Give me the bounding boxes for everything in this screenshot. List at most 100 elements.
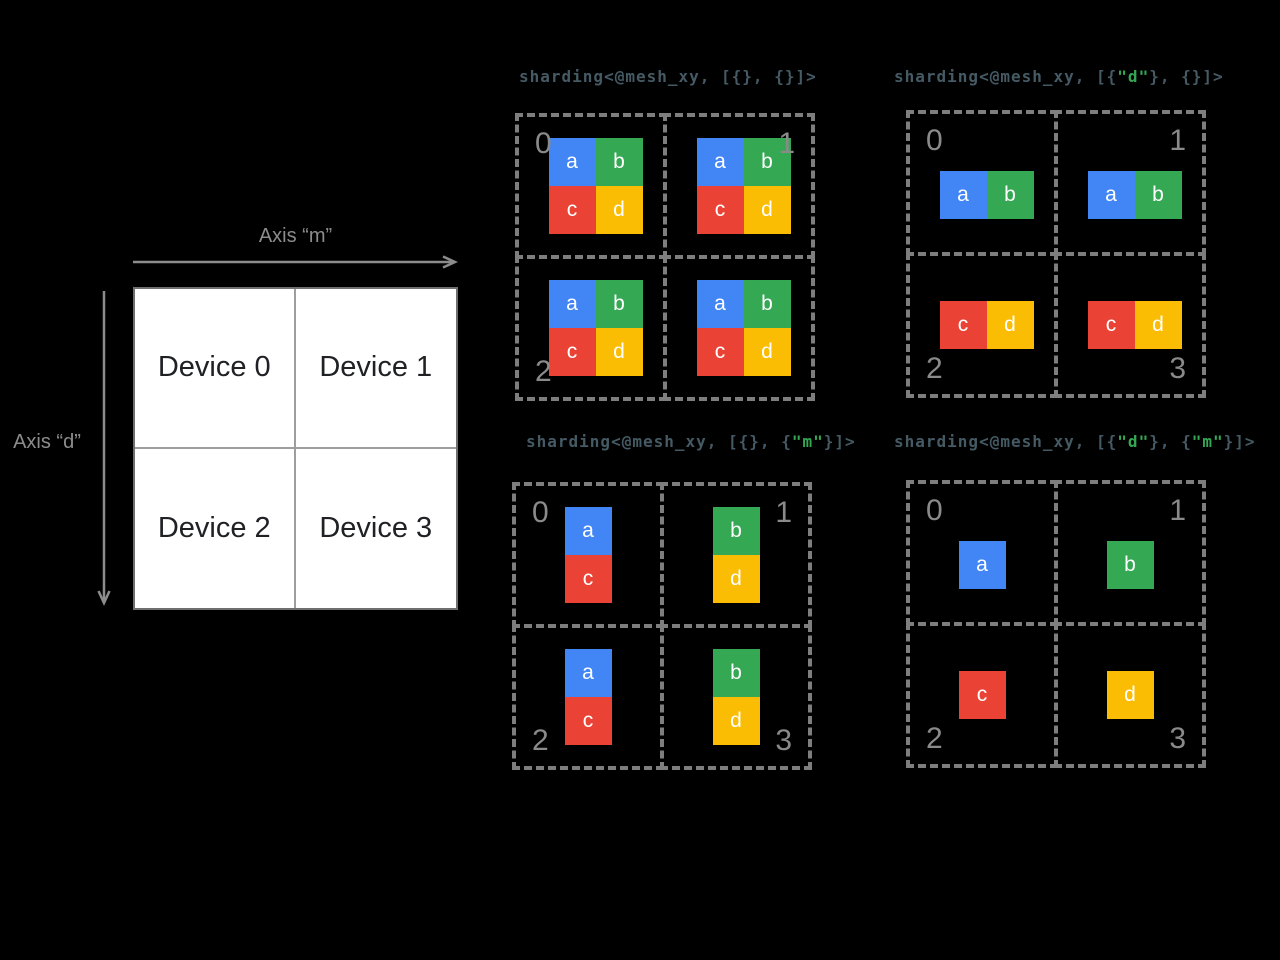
tensor-shard-block: d bbox=[1106, 671, 1154, 719]
tensor-tile-c: c bbox=[939, 301, 987, 349]
tensor-tile-a: a bbox=[958, 541, 1006, 589]
tensor-shard-block: b bbox=[1106, 541, 1154, 589]
sharding-annotation-dim1-m: sharding<@mesh_xy, [{}, {"m"}]> bbox=[526, 432, 856, 451]
tensor-tile-a: a bbox=[1087, 171, 1135, 219]
axis-d-label: Axis “d” bbox=[13, 431, 81, 453]
sharding-annotation-d-and-m: sharding<@mesh_xy, [{"d"}, {"m"}]> bbox=[894, 432, 1256, 451]
mesh-cell-device-1: Device 1 bbox=[295, 289, 456, 449]
device-number: 3 bbox=[1169, 352, 1186, 385]
tensor-tile-a: a bbox=[696, 280, 744, 328]
device-mesh-grid: Device 0 Device 1 Device 2 Device 3 bbox=[133, 287, 458, 610]
tensor-tile-d: d bbox=[743, 328, 791, 376]
device-number: 3 bbox=[1169, 722, 1186, 755]
code-text: }]> bbox=[823, 432, 856, 451]
tensor-tile-b: b bbox=[712, 507, 760, 555]
code-text: sharding<@mesh_xy, [{}, { bbox=[526, 432, 792, 451]
axis-m-label: Axis “m” bbox=[258, 225, 333, 247]
tensor-tile-c: c bbox=[548, 186, 596, 234]
mesh-cell-device-3: Device 3 bbox=[319, 511, 433, 544]
tensor-tile-c: c bbox=[1087, 301, 1135, 349]
tensor-tile-a: a bbox=[548, 280, 596, 328]
tensor-tile-b: b bbox=[1106, 541, 1154, 589]
tensor-tile-c: c bbox=[696, 328, 744, 376]
code-text: sharding<@mesh_xy, [{ bbox=[894, 432, 1118, 451]
axis-d-arrow-icon bbox=[97, 291, 111, 607]
device-number: 0 bbox=[926, 124, 943, 157]
tensor-tile-a: a bbox=[696, 138, 744, 186]
tensor-tile-a: a bbox=[564, 649, 612, 697]
tensor-tile-d: d bbox=[712, 697, 760, 745]
tensor-tile-d: d bbox=[1106, 671, 1154, 719]
device-number: 1 bbox=[1169, 494, 1186, 527]
tensor-tile-b: b bbox=[743, 280, 791, 328]
code-string: "d" bbox=[1117, 67, 1150, 86]
device-number: 1 bbox=[778, 127, 795, 160]
tensor-tile-b: b bbox=[595, 138, 643, 186]
tensor-shard-block: c bbox=[958, 671, 1006, 719]
device-number: 0 bbox=[532, 496, 549, 529]
device-number: 3 bbox=[775, 724, 792, 757]
tensor-tile-d: d bbox=[1134, 301, 1182, 349]
device-number: 0 bbox=[926, 494, 943, 527]
code-string: "m" bbox=[791, 432, 824, 451]
axis-m-arrow-icon bbox=[133, 255, 459, 269]
device-number: 2 bbox=[532, 724, 549, 757]
device-number: 2 bbox=[535, 355, 552, 388]
tensor-tile-c: c bbox=[548, 328, 596, 376]
device-number: 1 bbox=[775, 496, 792, 529]
code-text: }, { bbox=[1149, 432, 1192, 451]
code-text: sharding<@mesh_xy, [{}, {}]> bbox=[519, 67, 817, 86]
tensor-tile-c: c bbox=[564, 697, 612, 745]
tensor-tile-c: c bbox=[564, 555, 612, 603]
tensor-tile-d: d bbox=[743, 186, 791, 234]
sharding-annotation-dim0-d: sharding<@mesh_xy, [{"d"}, {}]> bbox=[894, 67, 1224, 86]
tensor-shard-block: a bbox=[958, 541, 1006, 589]
code-text: }]> bbox=[1223, 432, 1256, 451]
device-number: 0 bbox=[535, 127, 552, 160]
tensor-tile-a: a bbox=[564, 507, 612, 555]
code-text: sharding<@mesh_xy, [{ bbox=[894, 67, 1118, 86]
tensor-tile-c: c bbox=[958, 671, 1006, 719]
device-number: 2 bbox=[926, 352, 943, 385]
tensor-tile-b: b bbox=[743, 138, 791, 186]
tensor-tile-b: b bbox=[595, 280, 643, 328]
device-number: 2 bbox=[926, 722, 943, 755]
tensor-tile-b: b bbox=[1134, 171, 1182, 219]
tensor-tile-c: c bbox=[696, 186, 744, 234]
tensor-tile-d: d bbox=[986, 301, 1034, 349]
code-text: }, {}]> bbox=[1149, 67, 1224, 86]
device-number: 1 bbox=[1169, 124, 1186, 157]
tensor-tile-d: d bbox=[595, 186, 643, 234]
tensor-tile-a: a bbox=[939, 171, 987, 219]
tensor-tile-d: d bbox=[595, 328, 643, 376]
